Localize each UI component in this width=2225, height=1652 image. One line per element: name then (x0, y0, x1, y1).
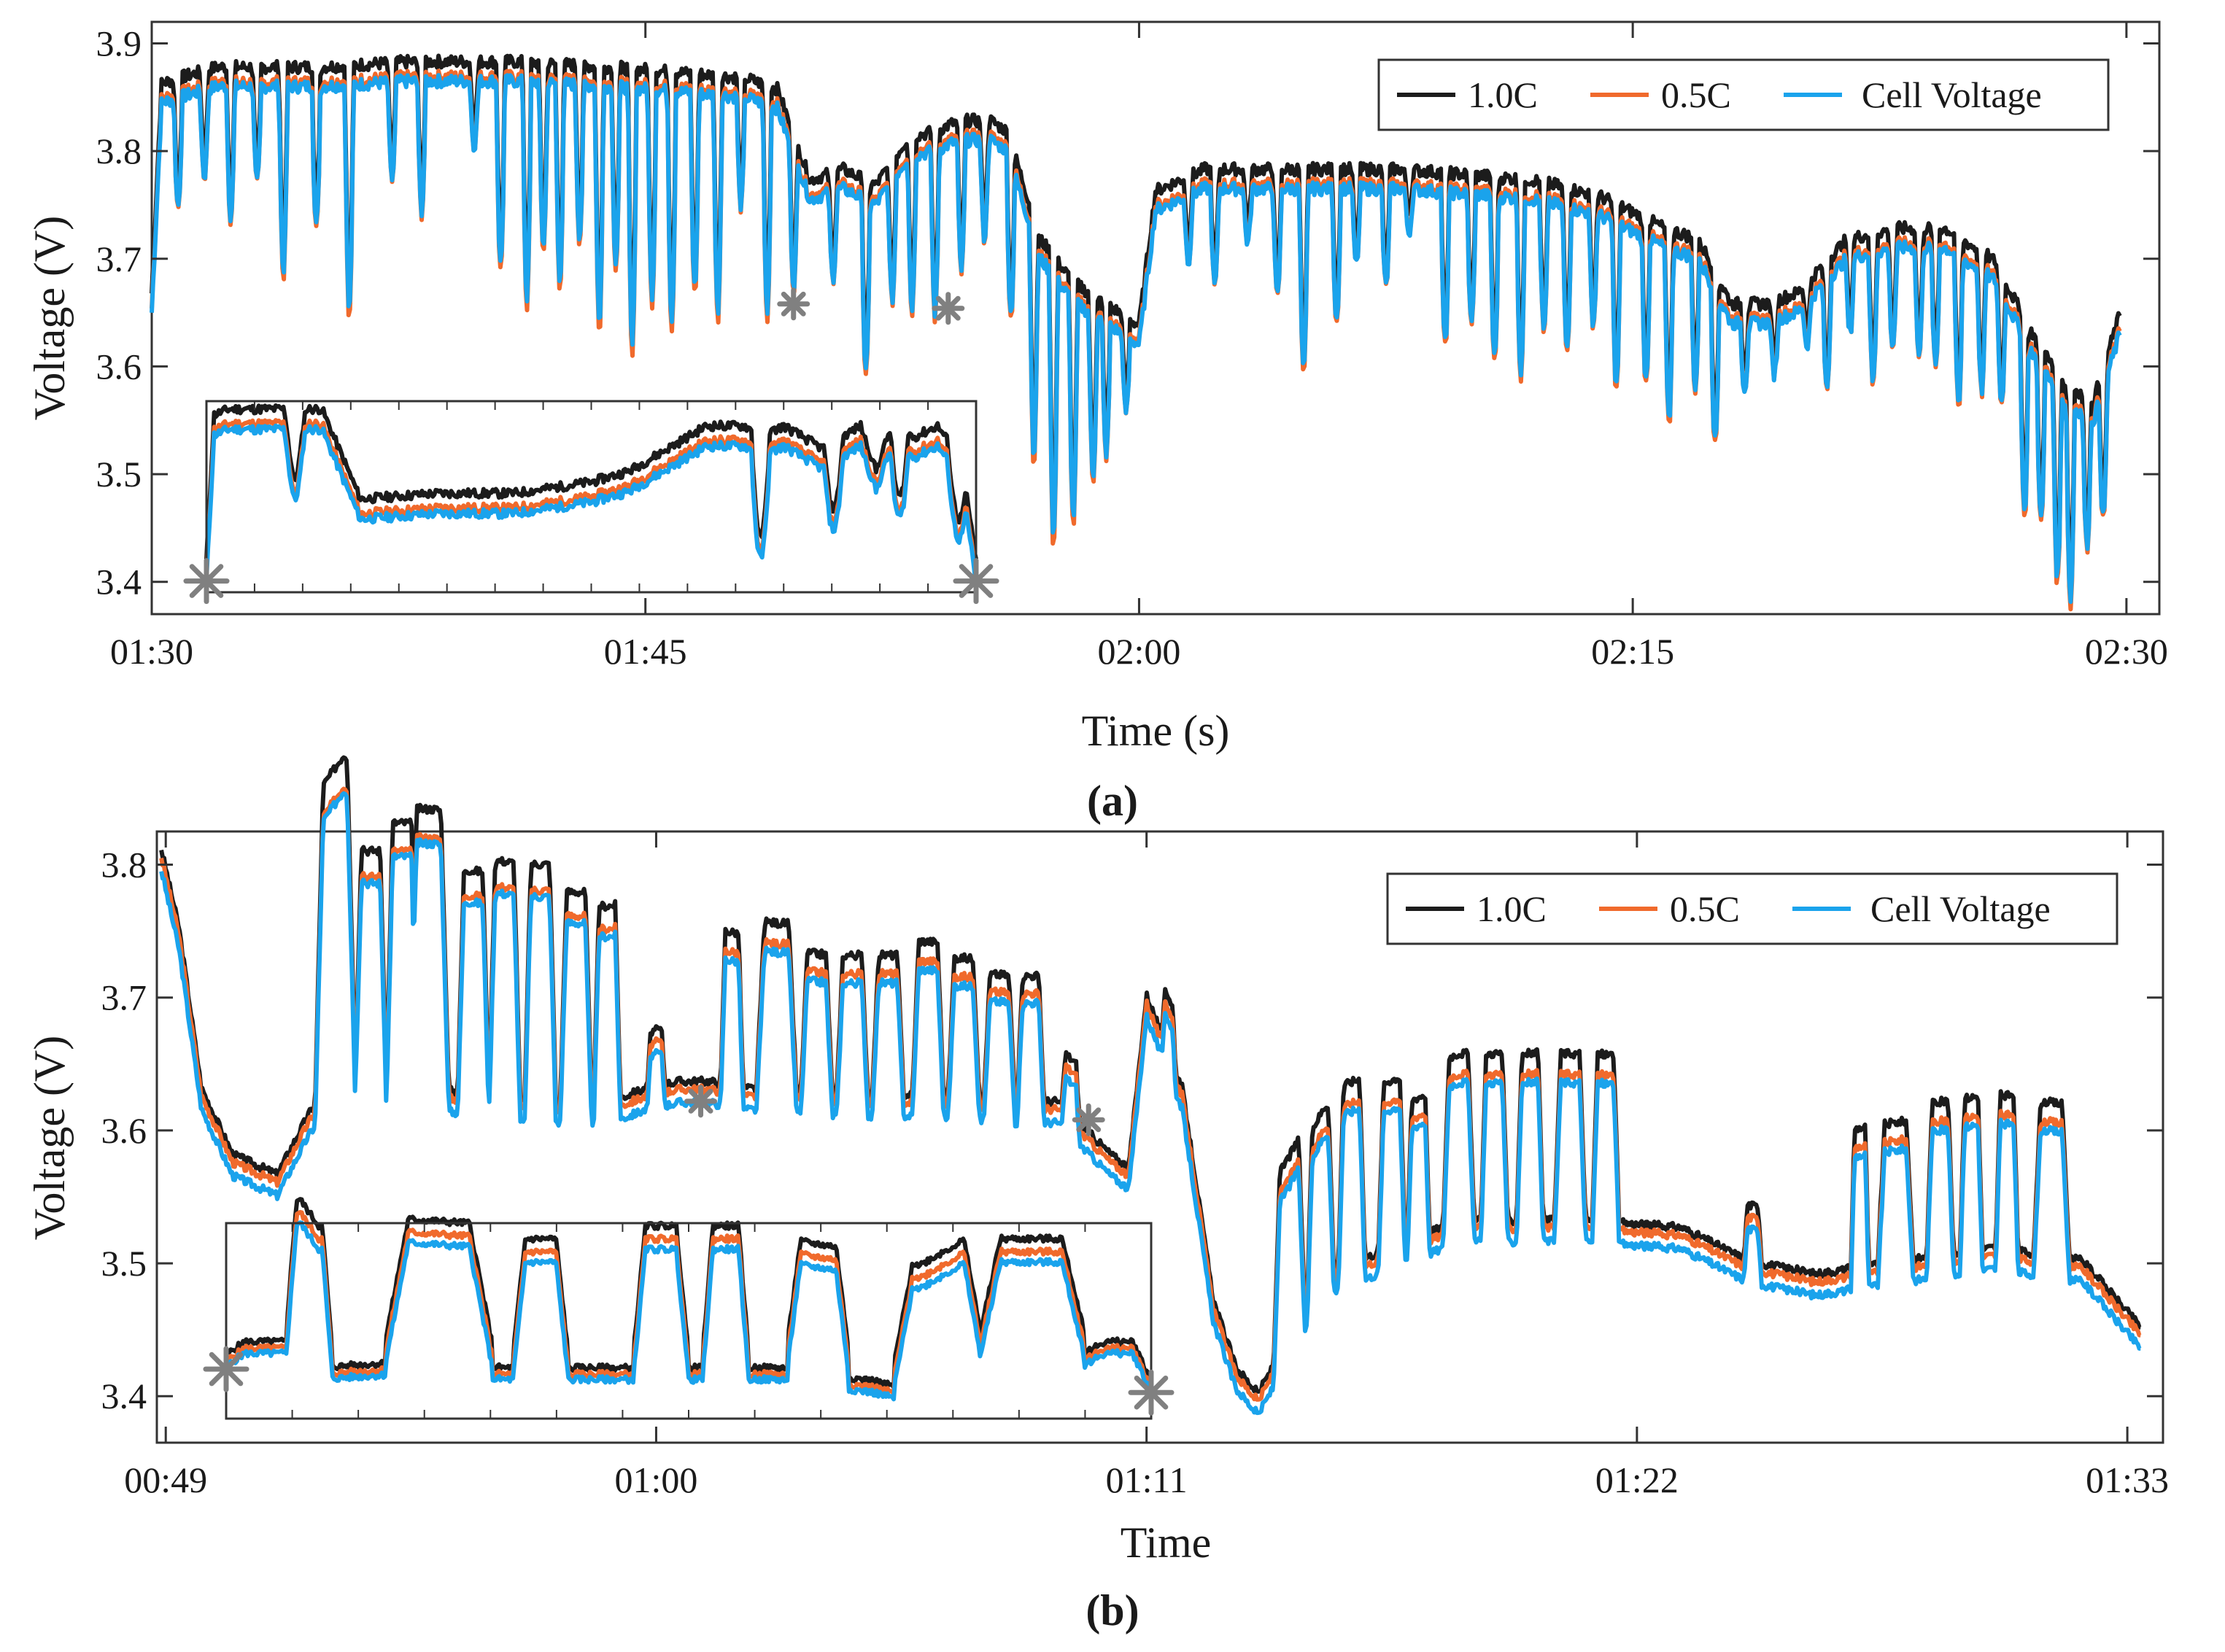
marker-stroke (189, 564, 224, 598)
inset-ticks (291, 1223, 1086, 1419)
panel-label-b: (b) (1086, 1586, 1139, 1634)
series-line-cell (204, 423, 978, 580)
x-tick-label: 01:11 (1106, 1459, 1188, 1500)
legend-label-cell: Cell Voltage (1862, 74, 2042, 115)
y-axis: 3.4 3.5 3.6 3.7 3.8 (101, 845, 2163, 1416)
asterisk-marker (684, 1085, 718, 1118)
marker-stroke (1134, 1375, 1169, 1410)
series-group (150, 53, 2122, 612)
legend-label-1c: 1.0C (1468, 74, 1538, 115)
inset-chart (183, 400, 999, 605)
legend-box (1377, 58, 2110, 131)
marker-stroke (688, 1088, 713, 1114)
inset-asterisk-marker (183, 558, 230, 605)
panel-b: 3.4 3.5 3.6 3.7 3.8 00:49 01:00 01:11 01:22 01:3… (26, 755, 2169, 1634)
inset-series-group (204, 403, 978, 580)
y-tick-label: 3.6 (96, 346, 142, 387)
plot-frame (150, 20, 2161, 616)
x-tick-label: 01:30 (110, 631, 193, 672)
x-tick-label: 01:22 (1595, 1459, 1679, 1500)
inset-ticks (253, 401, 929, 592)
x-axis: 01:30 01:45 02:00 02:15 02:30 (110, 22, 2168, 672)
legend: 1.0C 0.5C Cell Voltage (1386, 872, 2118, 945)
y-tick-label: 3.6 (101, 1110, 147, 1151)
series-line-cell (224, 1220, 1153, 1402)
legend-label-05c: 0.5C (1661, 74, 1731, 115)
asterisk-marker (932, 292, 965, 325)
x-tick-label: 00:49 (124, 1459, 207, 1500)
marker-stroke (1076, 1107, 1102, 1133)
marker-group (684, 1085, 1105, 1136)
y-tick-label: 3.4 (96, 562, 142, 602)
plot-frame (155, 830, 2164, 1444)
inset-asterisk-marker (1128, 1369, 1175, 1416)
inset-marker-group (183, 558, 999, 605)
panel-label-a: (a) (1087, 777, 1138, 825)
series-line-1c (150, 53, 2122, 575)
y-tick-label: 3.7 (101, 977, 147, 1018)
inset-marker-group (203, 1346, 1175, 1416)
marker-stroke (935, 295, 961, 321)
series-group (159, 755, 2142, 1416)
y-tick-label: 3.5 (96, 454, 142, 495)
marker-stroke (959, 564, 994, 598)
y-tick-label: 3.8 (96, 131, 142, 171)
y-tick-label: 3.4 (101, 1376, 147, 1416)
series-line-cell (159, 791, 2142, 1416)
marker-group (777, 287, 965, 325)
panel-a: 3.43.53.63.73.83.9 01:30 01:45 02:00 02:15 0… (26, 20, 2168, 825)
inset-asterisk-marker (203, 1346, 249, 1392)
legend-label-05c: 0.5C (1670, 888, 1740, 929)
x-tick-label: 02:00 (1097, 631, 1180, 672)
y-axis: 3.4 3.5 3.6 3.7 3.8 3.9 (96, 23, 2159, 602)
y-tick-label: 3.7 (96, 239, 142, 279)
legend-box (1386, 872, 2118, 945)
inset-asterisk-marker (953, 558, 999, 605)
marker-stroke (781, 291, 806, 317)
y-tick-label: 3.9 (96, 23, 142, 64)
x-tick-label: 01:33 (2086, 1459, 2169, 1500)
asterisk-marker (777, 287, 810, 321)
series-line-cell (150, 73, 2122, 605)
y-axis-title: Voltage (V) (26, 1036, 74, 1241)
x-axis-title: Time (s) (1082, 707, 1230, 755)
x-tick-label: 01:00 (614, 1459, 697, 1500)
x-axis-title: Time (1121, 1519, 1212, 1567)
y-tick-label: 3.8 (101, 845, 147, 885)
inset-series-group (224, 1197, 1153, 1402)
legend: 1.0C 0.5C Cell Voltage (1377, 58, 2110, 131)
x-tick-label: 01:45 (604, 631, 687, 672)
series-line-05c (204, 418, 978, 575)
legend-label-cell: Cell Voltage (1870, 888, 2051, 929)
series-line-1c (204, 403, 978, 560)
marker-stroke (209, 1352, 244, 1387)
asterisk-marker (1072, 1103, 1105, 1136)
x-axis: 00:49 01:00 01:11 01:22 01:33 (124, 831, 2169, 1500)
inset-chart (203, 1197, 1175, 1420)
x-tick-label: 02:30 (2085, 631, 2168, 672)
y-tick-label: 3.5 (101, 1243, 147, 1284)
y-axis-title: Voltage (V) (26, 216, 74, 421)
x-tick-label: 02:15 (1591, 631, 1674, 672)
legend-label-1c: 1.0C (1477, 888, 1547, 929)
